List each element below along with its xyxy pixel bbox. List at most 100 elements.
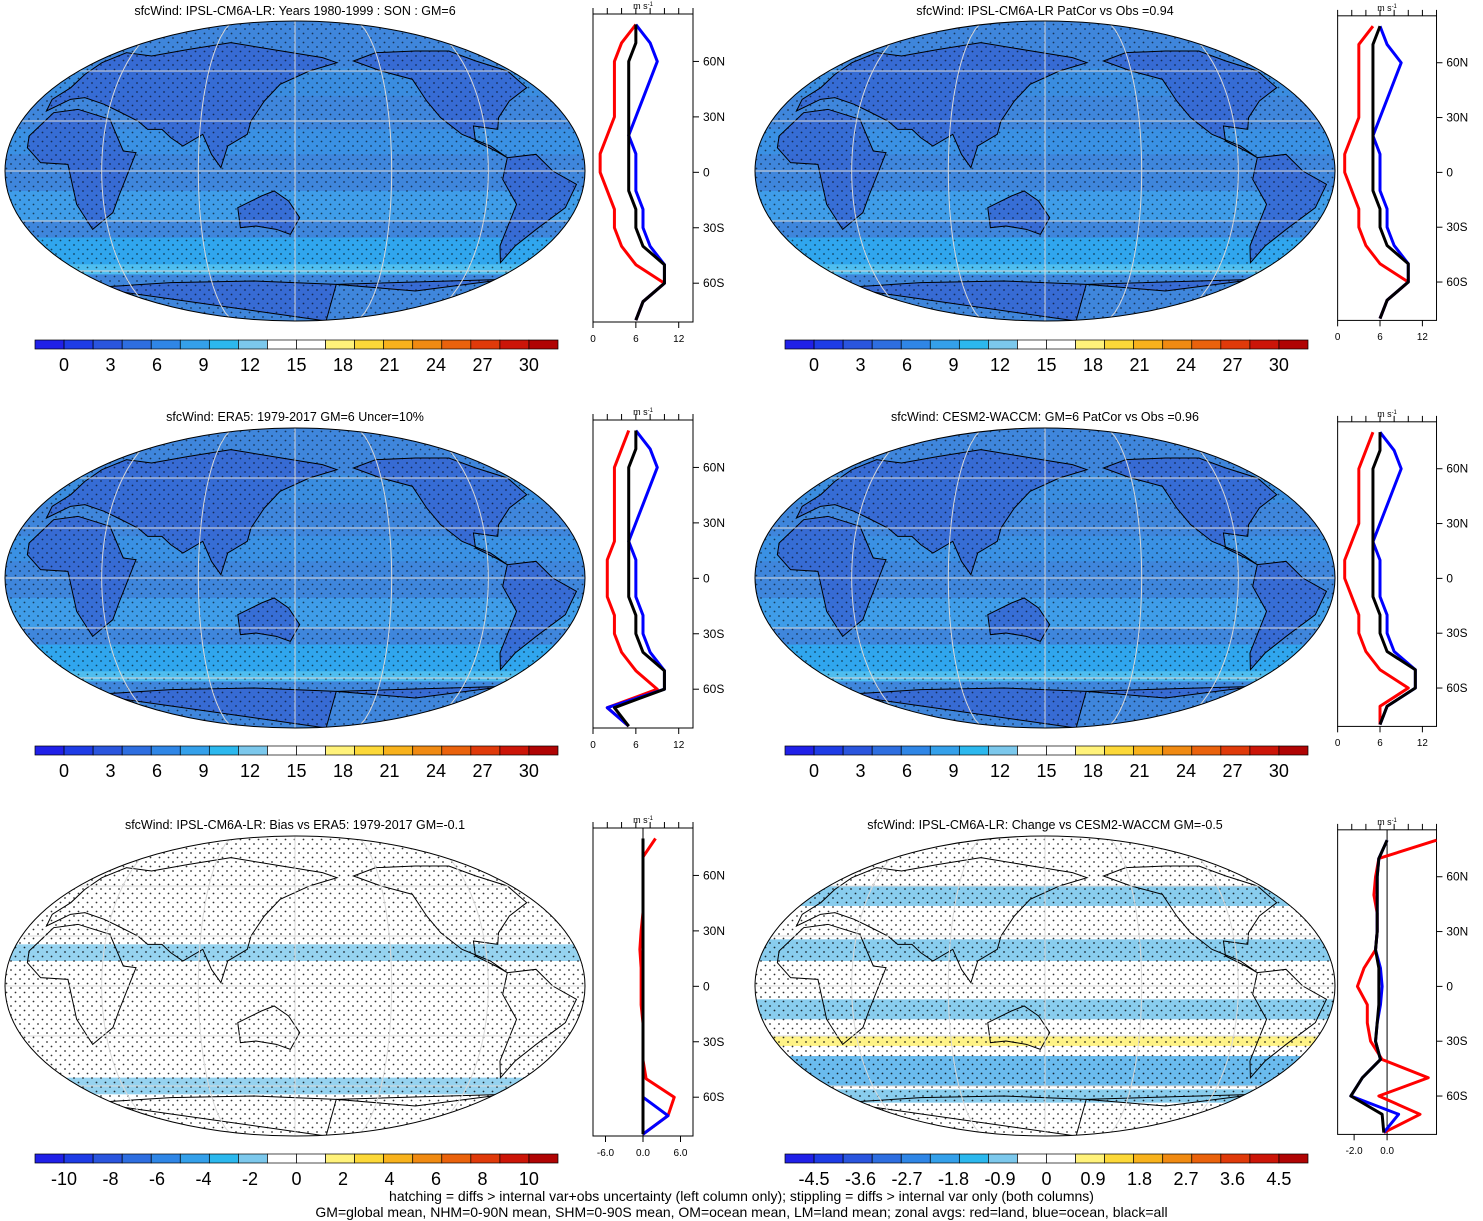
colorbar-swatch	[1162, 339, 1193, 350]
colorbar-tick-label: -3.6	[845, 1169, 876, 1189]
zonal-series-all	[1371, 432, 1417, 726]
colorbar-tick-label: 2	[338, 1169, 348, 1189]
zonal-lat-label: 60N	[1446, 870, 1468, 884]
zonal-lat-label: 30S	[1446, 626, 1467, 640]
zonal-series-all	[1349, 839, 1389, 1133]
world-map-panel-1	[4, 20, 586, 322]
colorbar-tick-label: 3.6	[1220, 1169, 1245, 1189]
zonal-units: m s-1	[1377, 817, 1397, 827]
colorbar-tick-label: 15	[286, 761, 306, 781]
colorbar-tick-label: 24	[426, 761, 446, 781]
colorbar-swatch	[1191, 339, 1222, 350]
colorbar-swatch	[499, 745, 530, 756]
colorbar-swatch	[842, 745, 873, 756]
colorbar-swatch	[1017, 339, 1047, 350]
panel-title-2: sfcWind: IPSL-CM6A-LR PatCor vs Obs =0.9…	[916, 4, 1174, 18]
colorbar-swatch	[1075, 745, 1105, 756]
colorbar-tick-label: 12	[990, 761, 1010, 781]
colorbar-swatch	[1075, 339, 1105, 350]
colorbar-swatch	[813, 745, 844, 756]
colorbar-swatch	[354, 745, 385, 756]
colorbar-swatch	[1075, 1153, 1105, 1164]
zonal-lat-label: 30N	[703, 516, 725, 530]
colorbar-swatch	[63, 339, 94, 350]
zonal-series-ocean	[1371, 431, 1417, 726]
colorbar-tick-label: 18	[333, 761, 353, 781]
colorbar-swatch	[958, 339, 989, 350]
colorbar-5: -10 -8 -6 -4 -2 0 2 4 6 8 10	[34, 1153, 559, 1189]
colorbar-swatch	[1046, 745, 1076, 756]
colorbar-swatch	[267, 339, 297, 350]
colorbar-swatch	[1249, 1153, 1280, 1164]
colorbar-tick-label: 15	[1036, 355, 1056, 375]
zonal-x-tick-label: 6.0	[674, 1148, 688, 1159]
colorbar-tick-label: 21	[379, 761, 399, 781]
colorbar-tick-label: 0	[59, 355, 69, 375]
colorbar-swatch	[813, 1153, 844, 1164]
zonal-units: m s-1	[633, 407, 653, 417]
zonal-lat-label: 30S	[1446, 220, 1467, 234]
colorbar-tick-label: 12	[240, 761, 260, 781]
colorbar-tick-label: 18	[1083, 355, 1103, 375]
zonal-series-all	[612, 430, 666, 728]
colorbar-swatch	[238, 745, 268, 756]
colorbar-tick-label: 0.9	[1080, 1169, 1105, 1189]
zonal-x-tick-label: 0	[590, 334, 596, 345]
colorbar-swatch	[296, 745, 326, 756]
colorbar-swatch	[121, 745, 152, 756]
zonal-mean-plot-1: m s-1 0 6 12 60N 30N 0 30S 60S	[590, 1, 725, 345]
colorbar-swatch	[1249, 745, 1280, 756]
colorbar-swatch	[900, 339, 931, 350]
colorbar-tick-label: 15	[1036, 761, 1056, 781]
colorbar-swatch	[63, 745, 94, 756]
colorbar-swatch	[92, 745, 123, 756]
zonal-series-land	[638, 837, 676, 1136]
colorbar-swatch	[325, 1153, 355, 1164]
panel-title-5: sfcWind: IPSL-CM6A-LR: Bias vs ERA5: 197…	[124, 818, 466, 832]
zonal-mean-plot-5: m s-1 -6.0 0.0 6.0 60N 30N 0 30S 60S	[592, 815, 725, 1159]
zonal-lat-label: 30N	[703, 924, 725, 938]
colorbar-tick-label: 18	[333, 355, 353, 375]
colorbar-tick-label: 21	[1129, 761, 1149, 781]
colorbar-swatch	[121, 339, 152, 350]
colorbar-tick-label: 30	[1269, 355, 1289, 375]
zonal-units: m s-1	[633, 815, 653, 825]
colorbar-swatch	[470, 1153, 501, 1164]
colorbar-swatch	[1220, 339, 1251, 350]
colorbar-swatch	[470, 745, 501, 756]
zonal-series-ocean	[1371, 25, 1410, 320]
colorbar-tick-label: 0	[809, 761, 819, 781]
colorbar-tick-label: 6	[902, 355, 912, 375]
colorbar-swatch	[1278, 1153, 1309, 1164]
colorbar-swatch	[63, 1153, 94, 1164]
colorbar-swatch	[121, 1153, 152, 1164]
zonal-lat-label: 0	[703, 979, 710, 993]
colorbar-swatch	[784, 1153, 815, 1164]
colorbar-swatch	[1133, 745, 1164, 756]
zonal-mean-plot-6: m s-1 -2.0 0.0 60N 30N 0 30S 60S	[1337, 817, 1468, 1157]
colorbar-swatch	[1104, 745, 1135, 756]
colorbar-swatch	[1162, 745, 1193, 756]
colorbar-tick-label: 3	[856, 761, 866, 781]
colorbar-tick-label: 2.7	[1173, 1169, 1198, 1189]
colorbar-swatch	[92, 339, 123, 350]
colorbar-swatch	[296, 1153, 326, 1164]
colorbar-swatch	[1104, 339, 1135, 350]
colorbar-6: -4.5 -3.6 -2.7 -1.8 -0.9 0 0.9 1.8 2.7 3.6 4.5	[784, 1153, 1309, 1189]
colorbar-tick-label: 21	[379, 355, 399, 375]
zonal-lat-label: 30S	[703, 221, 724, 235]
colorbar-swatch	[179, 745, 210, 756]
colorbar-tick-label: 6	[902, 761, 912, 781]
colorbar-swatch	[1133, 339, 1164, 350]
colorbar-swatch	[354, 339, 385, 350]
colorbar-tick-label: 6	[152, 761, 162, 781]
zonal-lat-label: 0	[1446, 979, 1453, 993]
colorbar-tick-label: 4.5	[1266, 1169, 1291, 1189]
colorbar-swatch	[929, 1153, 960, 1164]
colorbar-swatch	[208, 339, 239, 350]
panel-title-1: sfcWind: IPSL-CM6A-LR: Years 1980-1999 :…	[134, 4, 456, 18]
zonal-x-tick-label: 12	[1417, 738, 1428, 749]
colorbar-swatch	[150, 745, 181, 756]
zonal-lat-label: 60S	[703, 276, 724, 290]
colorbar-swatch	[1162, 1153, 1193, 1164]
